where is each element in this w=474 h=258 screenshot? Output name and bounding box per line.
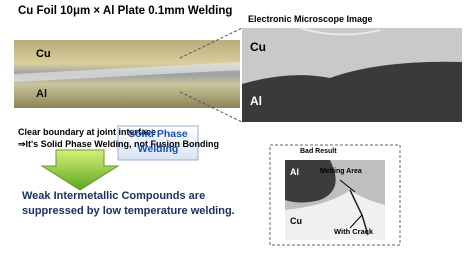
al-region <box>285 160 336 203</box>
microscope-title: Electronic Microscope Image <box>248 14 373 24</box>
photo-label: Al <box>36 88 47 100</box>
bad-result-frame <box>269 144 401 246</box>
note: ⇒It's Solid Phase Welding, not Fusion Bo… <box>18 139 220 149</box>
microscope-label: Cu <box>250 40 266 54</box>
bad-result-label: Al <box>290 167 299 177</box>
conclusion: suppressed by low temperature welding. <box>22 205 235 217</box>
note: Clear boundary at joint interface <box>18 127 157 137</box>
photo-label: Cu <box>36 48 51 60</box>
al-region <box>242 61 462 122</box>
pointer <box>339 179 356 193</box>
bad-result-label: With Crack <box>334 227 374 236</box>
bad-result-title: Bad Result <box>300 148 337 155</box>
arrow <box>40 149 120 191</box>
cu-region <box>285 190 385 240</box>
callout: Solid Phase <box>128 128 188 140</box>
zoom-line <box>179 27 243 59</box>
callout: Welding <box>137 143 179 155</box>
conclusion: Weak Intermetallic Compounds are <box>22 190 206 202</box>
zoom-line <box>179 91 243 123</box>
bad-result-label: Cu <box>290 216 302 226</box>
bad-result-label: Melting Area <box>320 168 362 175</box>
callout-box <box>117 125 199 161</box>
texture <box>299 27 381 36</box>
pointer <box>349 214 363 229</box>
title: Cu Foil 10μm × Al Plate 0.1mm Welding <box>18 5 233 17</box>
microscope-label: Al <box>250 94 262 108</box>
weld-line <box>14 62 240 82</box>
